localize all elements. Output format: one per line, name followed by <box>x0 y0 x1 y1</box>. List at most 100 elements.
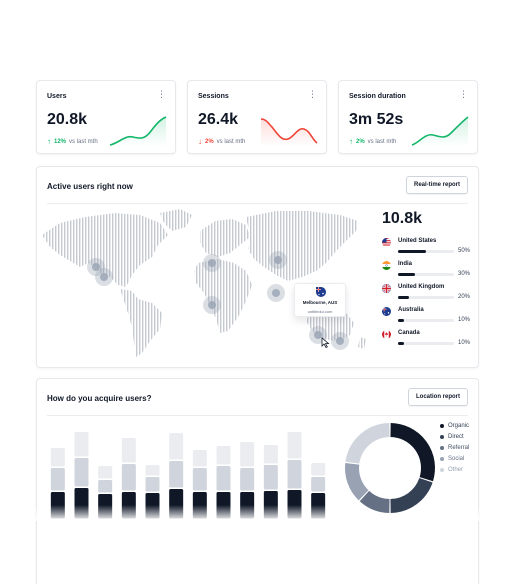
section-title: Active users right now <box>47 182 133 191</box>
bar-segment <box>50 468 65 491</box>
stat-delta-percent: 2% <box>205 138 214 145</box>
legend-label: Social <box>448 456 465 462</box>
location-report-button[interactable]: Location report <box>407 388 468 406</box>
uk-flag-icon <box>382 284 391 293</box>
country-percent: 10% <box>457 340 470 346</box>
divider <box>47 415 468 416</box>
progress-track <box>398 296 454 299</box>
donut-slice-social <box>345 463 369 501</box>
stat-delta-percent: 12% <box>54 138 67 145</box>
world-map <box>42 209 366 357</box>
bar-segment <box>240 468 255 491</box>
stat-delta: ↑ 2% vs last mth <box>349 137 396 146</box>
arrow-up-icon: ↑ <box>349 137 353 146</box>
stat-delta-suffix: vs last mth <box>69 138 98 145</box>
country-row-australia: Australia 10% <box>382 307 470 327</box>
acquisition-donut-chart <box>345 423 435 513</box>
bar-segment <box>121 464 136 491</box>
real-time-report-button[interactable]: Real-time report <box>405 176 468 194</box>
stat-label: Sessions <box>198 93 229 100</box>
country-row-uk: United Kingdom 20% <box>382 284 470 304</box>
stat-card-sessions: Sessions ⋮ 26.4k ↓ 2% vs last mth <box>187 80 327 154</box>
progress-fill <box>398 319 404 322</box>
country-row-canada: Canada 10% <box>382 330 470 350</box>
stat-value: 20.8k <box>47 111 88 128</box>
bar-segment <box>311 463 326 476</box>
country-name: India <box>398 261 413 267</box>
bar-segment <box>287 432 302 459</box>
stat-delta: ↓ 2% vs last mth <box>198 137 245 146</box>
bar-segment <box>145 465 160 476</box>
donut-slice-direct <box>390 477 433 513</box>
legend-item-direct: Direct <box>440 434 464 440</box>
stat-delta: ↑ 12% vs last mth <box>47 137 98 146</box>
country-percent: 30% <box>457 271 470 277</box>
bar-chart-fade <box>36 505 479 521</box>
sparkline-users <box>109 116 167 147</box>
australia-flag-icon <box>316 287 326 297</box>
bar-segment <box>98 466 113 479</box>
country-percent: 50% <box>457 248 470 254</box>
legend-dot <box>440 468 444 472</box>
progress-track <box>398 319 454 322</box>
india-flag-icon <box>382 261 391 270</box>
stat-delta-percent: 2% <box>356 138 365 145</box>
bar-segment <box>216 466 231 491</box>
arrow-up-icon: ↑ <box>47 137 51 146</box>
location-tooltip: Melbourne, AUS untitledui.com <box>294 283 346 317</box>
bar-segment <box>192 450 207 467</box>
tooltip-title: Melbourne, AUS <box>302 300 338 305</box>
bar-segment <box>74 458 89 487</box>
country-row-us: United States 50% <box>382 238 470 258</box>
bar-segment <box>311 477 326 492</box>
canada-flag-icon <box>382 330 391 339</box>
progress-track <box>398 342 454 345</box>
country-name: Canada <box>398 330 420 336</box>
stat-value: 26.4k <box>198 111 239 128</box>
sparkline-session-duration <box>411 116 469 147</box>
bar-segment <box>50 448 65 467</box>
acquire-users-card: How do you acquire users? Location repor… <box>36 378 479 584</box>
bar-segment <box>263 465 278 490</box>
divider <box>47 203 468 204</box>
bar-segment <box>98 480 113 493</box>
more-options-icon[interactable]: ⋮ <box>459 89 468 99</box>
legend-label: Direct <box>448 434 464 440</box>
bar-segment <box>121 438 136 463</box>
tooltip-subtitle: untitledui.com <box>307 309 333 314</box>
legend-item-social: Social <box>440 456 464 462</box>
stat-value: 3m 52s <box>349 111 404 128</box>
progress-track <box>398 250 454 253</box>
legend-label: Referral <box>448 445 470 451</box>
legend-item-organic: Organic <box>440 423 469 429</box>
bar-segment <box>74 432 89 457</box>
country-percent: 20% <box>457 294 470 300</box>
more-options-icon[interactable]: ⋮ <box>308 89 317 99</box>
cursor-icon <box>321 337 330 348</box>
more-options-icon[interactable]: ⋮ <box>157 89 166 99</box>
bar-segment <box>169 461 184 488</box>
bar-segment <box>287 460 302 489</box>
bar-segment <box>192 468 207 491</box>
donut-slice-other <box>345 423 390 465</box>
stat-card-session-duration: Session duration ⋮ 3m 52s ↑ 2% vs last m… <box>338 80 478 154</box>
bar-segment <box>216 446 231 465</box>
country-name: Australia <box>398 307 424 313</box>
australia-flag-icon <box>382 307 391 316</box>
donut-slice-organic <box>390 423 435 482</box>
legend-item-other: Other <box>440 467 463 473</box>
progress-fill <box>398 296 410 299</box>
donut-slice-referral <box>359 490 390 513</box>
us-flag-icon <box>382 238 391 247</box>
stat-delta-suffix: vs last mth <box>216 138 246 145</box>
progress-fill <box>398 342 404 345</box>
bar-segment <box>240 442 255 467</box>
map-hotspots <box>87 251 349 350</box>
arrow-down-icon: ↓ <box>198 137 202 146</box>
legend-dot <box>440 424 444 428</box>
legend-dot <box>440 435 444 439</box>
legend-label: Organic <box>448 423 470 429</box>
legend-dot <box>440 446 444 450</box>
section-title: How do you acquire users? <box>47 394 152 403</box>
stat-label: Users <box>47 93 67 100</box>
